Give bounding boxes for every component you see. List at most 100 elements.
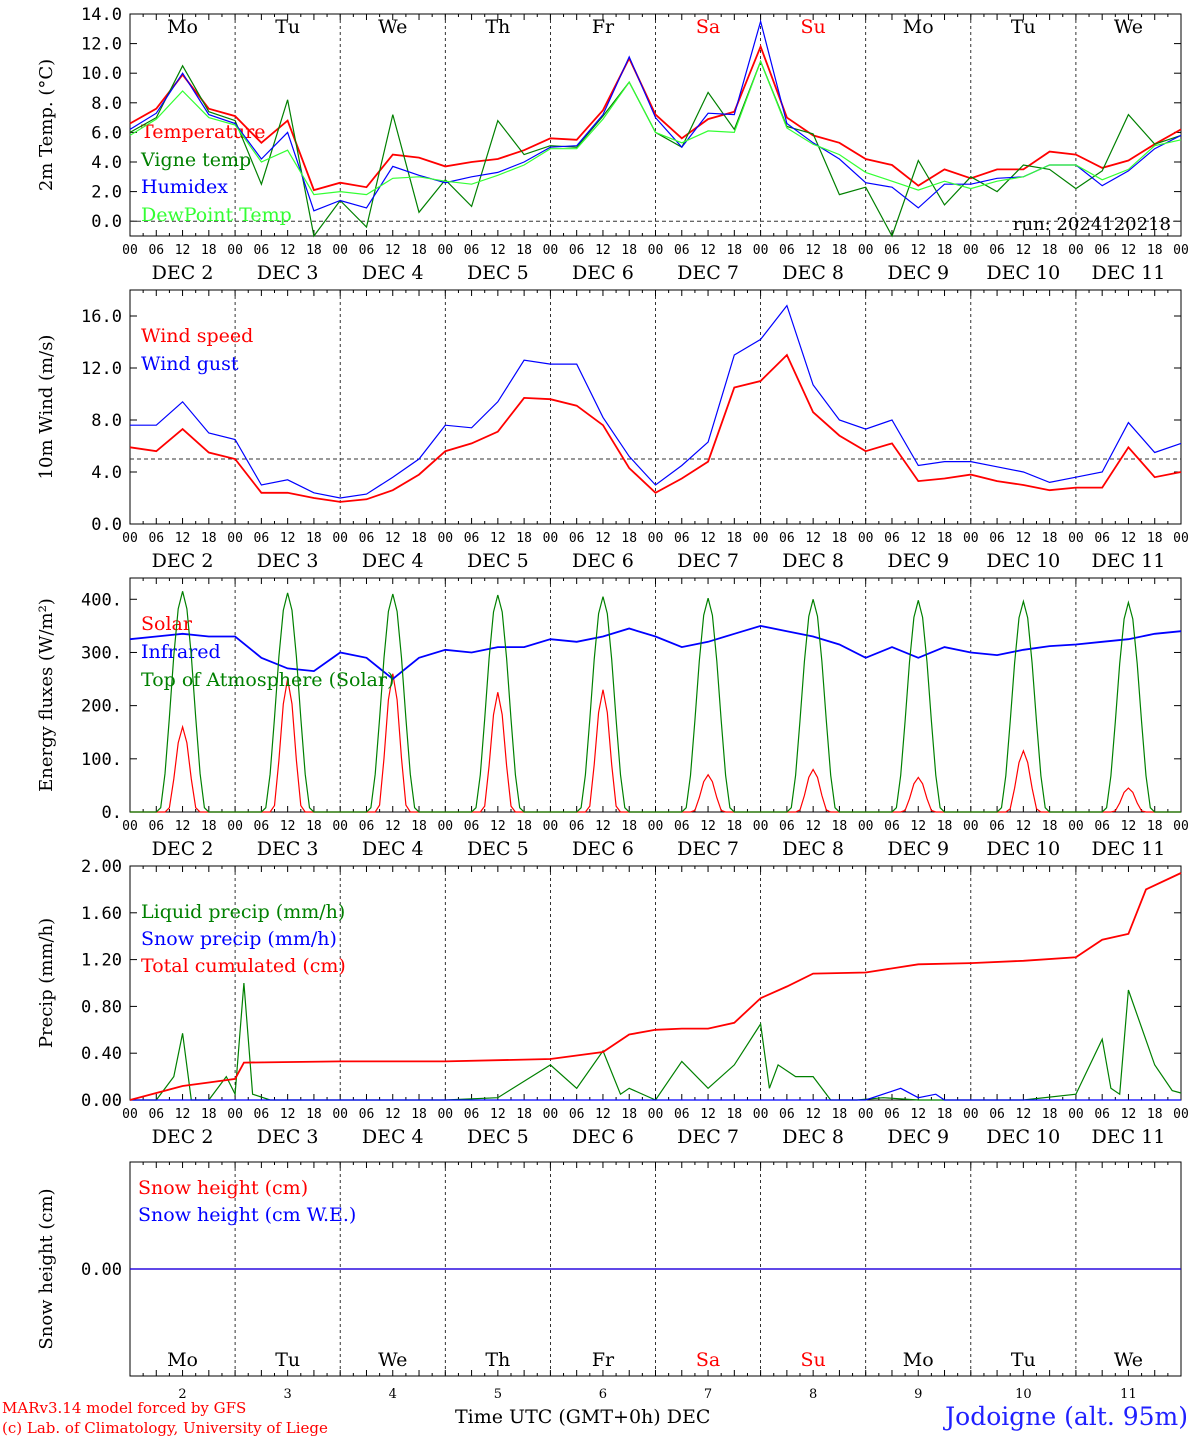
hour-label: 12 xyxy=(910,819,926,834)
weekday-label: Su xyxy=(801,1349,826,1371)
hour-label: 18 xyxy=(1042,819,1058,834)
hour-label: 00 xyxy=(1068,819,1084,834)
hour-label: 00 xyxy=(1173,531,1189,546)
weekday-label: Fr xyxy=(592,16,615,38)
hour-label: 00 xyxy=(753,531,769,546)
day-label: DEC 8 xyxy=(782,838,844,860)
hour-label: 00 xyxy=(437,1107,453,1122)
weekday-label: Mo xyxy=(903,16,934,38)
legend-temperature: Temperature xyxy=(141,121,265,143)
hour-label: 06 xyxy=(148,1107,164,1122)
series-line-total-cumulated-cm- xyxy=(129,872,1182,1101)
y-tick-label: 8.0 xyxy=(91,94,122,114)
y-tick-label: 0.00 xyxy=(81,1091,122,1111)
legend-infrared: Infrared xyxy=(141,641,221,663)
hour-label: 00 xyxy=(963,1107,979,1122)
hour-label: 00 xyxy=(753,1107,769,1122)
day-label: DEC 3 xyxy=(257,1126,319,1148)
hour-label: 12 xyxy=(385,819,401,834)
hour-label: 18 xyxy=(411,243,427,258)
hour-label: 00 xyxy=(1068,531,1084,546)
hour-label: 18 xyxy=(621,819,637,834)
x-axis-title: Time UTC (GMT+0h) DEC xyxy=(455,1406,711,1428)
hour-label: 18 xyxy=(1042,1107,1058,1122)
day-label: DEC 9 xyxy=(887,262,949,284)
day-label: DEC 9 xyxy=(887,1126,949,1148)
weekday-label: Th xyxy=(485,1349,510,1371)
run-label: run: 2024120218 xyxy=(1013,214,1171,235)
hour-label: 00 xyxy=(753,243,769,258)
hour-label: 06 xyxy=(359,531,375,546)
hour-label: 18 xyxy=(832,1107,848,1122)
day-label: DEC 2 xyxy=(152,262,214,284)
hour-label: 12 xyxy=(280,243,296,258)
hour-label: 12 xyxy=(700,1107,716,1122)
hour-label: 18 xyxy=(516,819,532,834)
hour-label: 00 xyxy=(437,819,453,834)
hour-label: 18 xyxy=(516,531,532,546)
hour-label: 12 xyxy=(1016,819,1032,834)
y-axis-label-snow: Snow height (cm) xyxy=(36,1188,57,1349)
hour-label: 06 xyxy=(674,819,690,834)
hour-label: 00 xyxy=(227,1107,243,1122)
hour-label: 12 xyxy=(1121,1107,1137,1122)
hour-label: 00 xyxy=(648,531,664,546)
hour-label: 06 xyxy=(884,819,900,834)
y-tick-label: 12.0 xyxy=(81,35,122,55)
hour-label: 18 xyxy=(1147,531,1163,546)
day-label: DEC 10 xyxy=(986,262,1060,284)
day-label: DEC 8 xyxy=(782,262,844,284)
hour-label: 18 xyxy=(411,1107,427,1122)
y-tick-label: 8.0 xyxy=(91,411,122,431)
y-axis-label-energy: Energy fluxes (W/m²) xyxy=(36,598,57,792)
hour-label: 00 xyxy=(1173,1107,1189,1122)
weekday-label: Th xyxy=(485,16,510,38)
hour-label: 06 xyxy=(254,819,270,834)
hour-label: 18 xyxy=(201,531,217,546)
hour-label: 18 xyxy=(1042,531,1058,546)
day-label: DEC 10 xyxy=(986,838,1060,860)
hour-label: 12 xyxy=(805,819,821,834)
weekday-label: We xyxy=(1114,1349,1143,1371)
hour-label: 12 xyxy=(700,531,716,546)
weekday-label: Mo xyxy=(167,1349,198,1371)
hour-label: 12 xyxy=(175,531,191,546)
y-tick-label: 12.0 xyxy=(81,359,122,379)
hour-label: 12 xyxy=(385,243,401,258)
hour-label: 06 xyxy=(674,531,690,546)
day-label: DEC 10 xyxy=(986,550,1060,572)
day-number: 8 xyxy=(809,1387,817,1402)
legend-liquid-precip-mm-h-: Liquid precip (mm/h) xyxy=(141,901,345,923)
hour-label: 06 xyxy=(1094,1107,1110,1122)
y-tick-label: 14.0 xyxy=(81,5,122,25)
series-line-humidex xyxy=(129,19,1182,212)
hour-label: 18 xyxy=(937,819,953,834)
day-number: 5 xyxy=(494,1387,502,1402)
day-number: 7 xyxy=(704,1387,712,1402)
day-label: DEC 7 xyxy=(677,838,739,860)
day-label: DEC 2 xyxy=(152,838,214,860)
hour-label: 06 xyxy=(148,819,164,834)
hour-label: 18 xyxy=(201,243,217,258)
hour-label: 00 xyxy=(1068,1107,1084,1122)
hour-label: 00 xyxy=(122,243,138,258)
hour-label: 06 xyxy=(1094,531,1110,546)
hour-label: 12 xyxy=(175,819,191,834)
hour-label: 06 xyxy=(464,243,480,258)
hour-label: 12 xyxy=(280,819,296,834)
hour-label: 18 xyxy=(306,1107,322,1122)
legend-snow-height-cm-w-e-: Snow height (cm W.E.) xyxy=(138,1204,356,1226)
hour-label: 00 xyxy=(227,531,243,546)
day-number: 11 xyxy=(1120,1387,1137,1402)
hour-label: 00 xyxy=(753,819,769,834)
hour-label: 12 xyxy=(910,1107,926,1122)
y-tick-label: 0.80 xyxy=(81,997,122,1017)
hour-label: 12 xyxy=(910,243,926,258)
hour-label: 12 xyxy=(280,1107,296,1122)
hour-label: 18 xyxy=(516,1107,532,1122)
hour-label: 18 xyxy=(832,819,848,834)
y-tick-label: 4.0 xyxy=(91,463,122,483)
day-label: DEC 2 xyxy=(152,1126,214,1148)
hour-label: 12 xyxy=(175,243,191,258)
legend-snow-precip-mm-h-: Snow precip (mm/h) xyxy=(141,928,337,950)
